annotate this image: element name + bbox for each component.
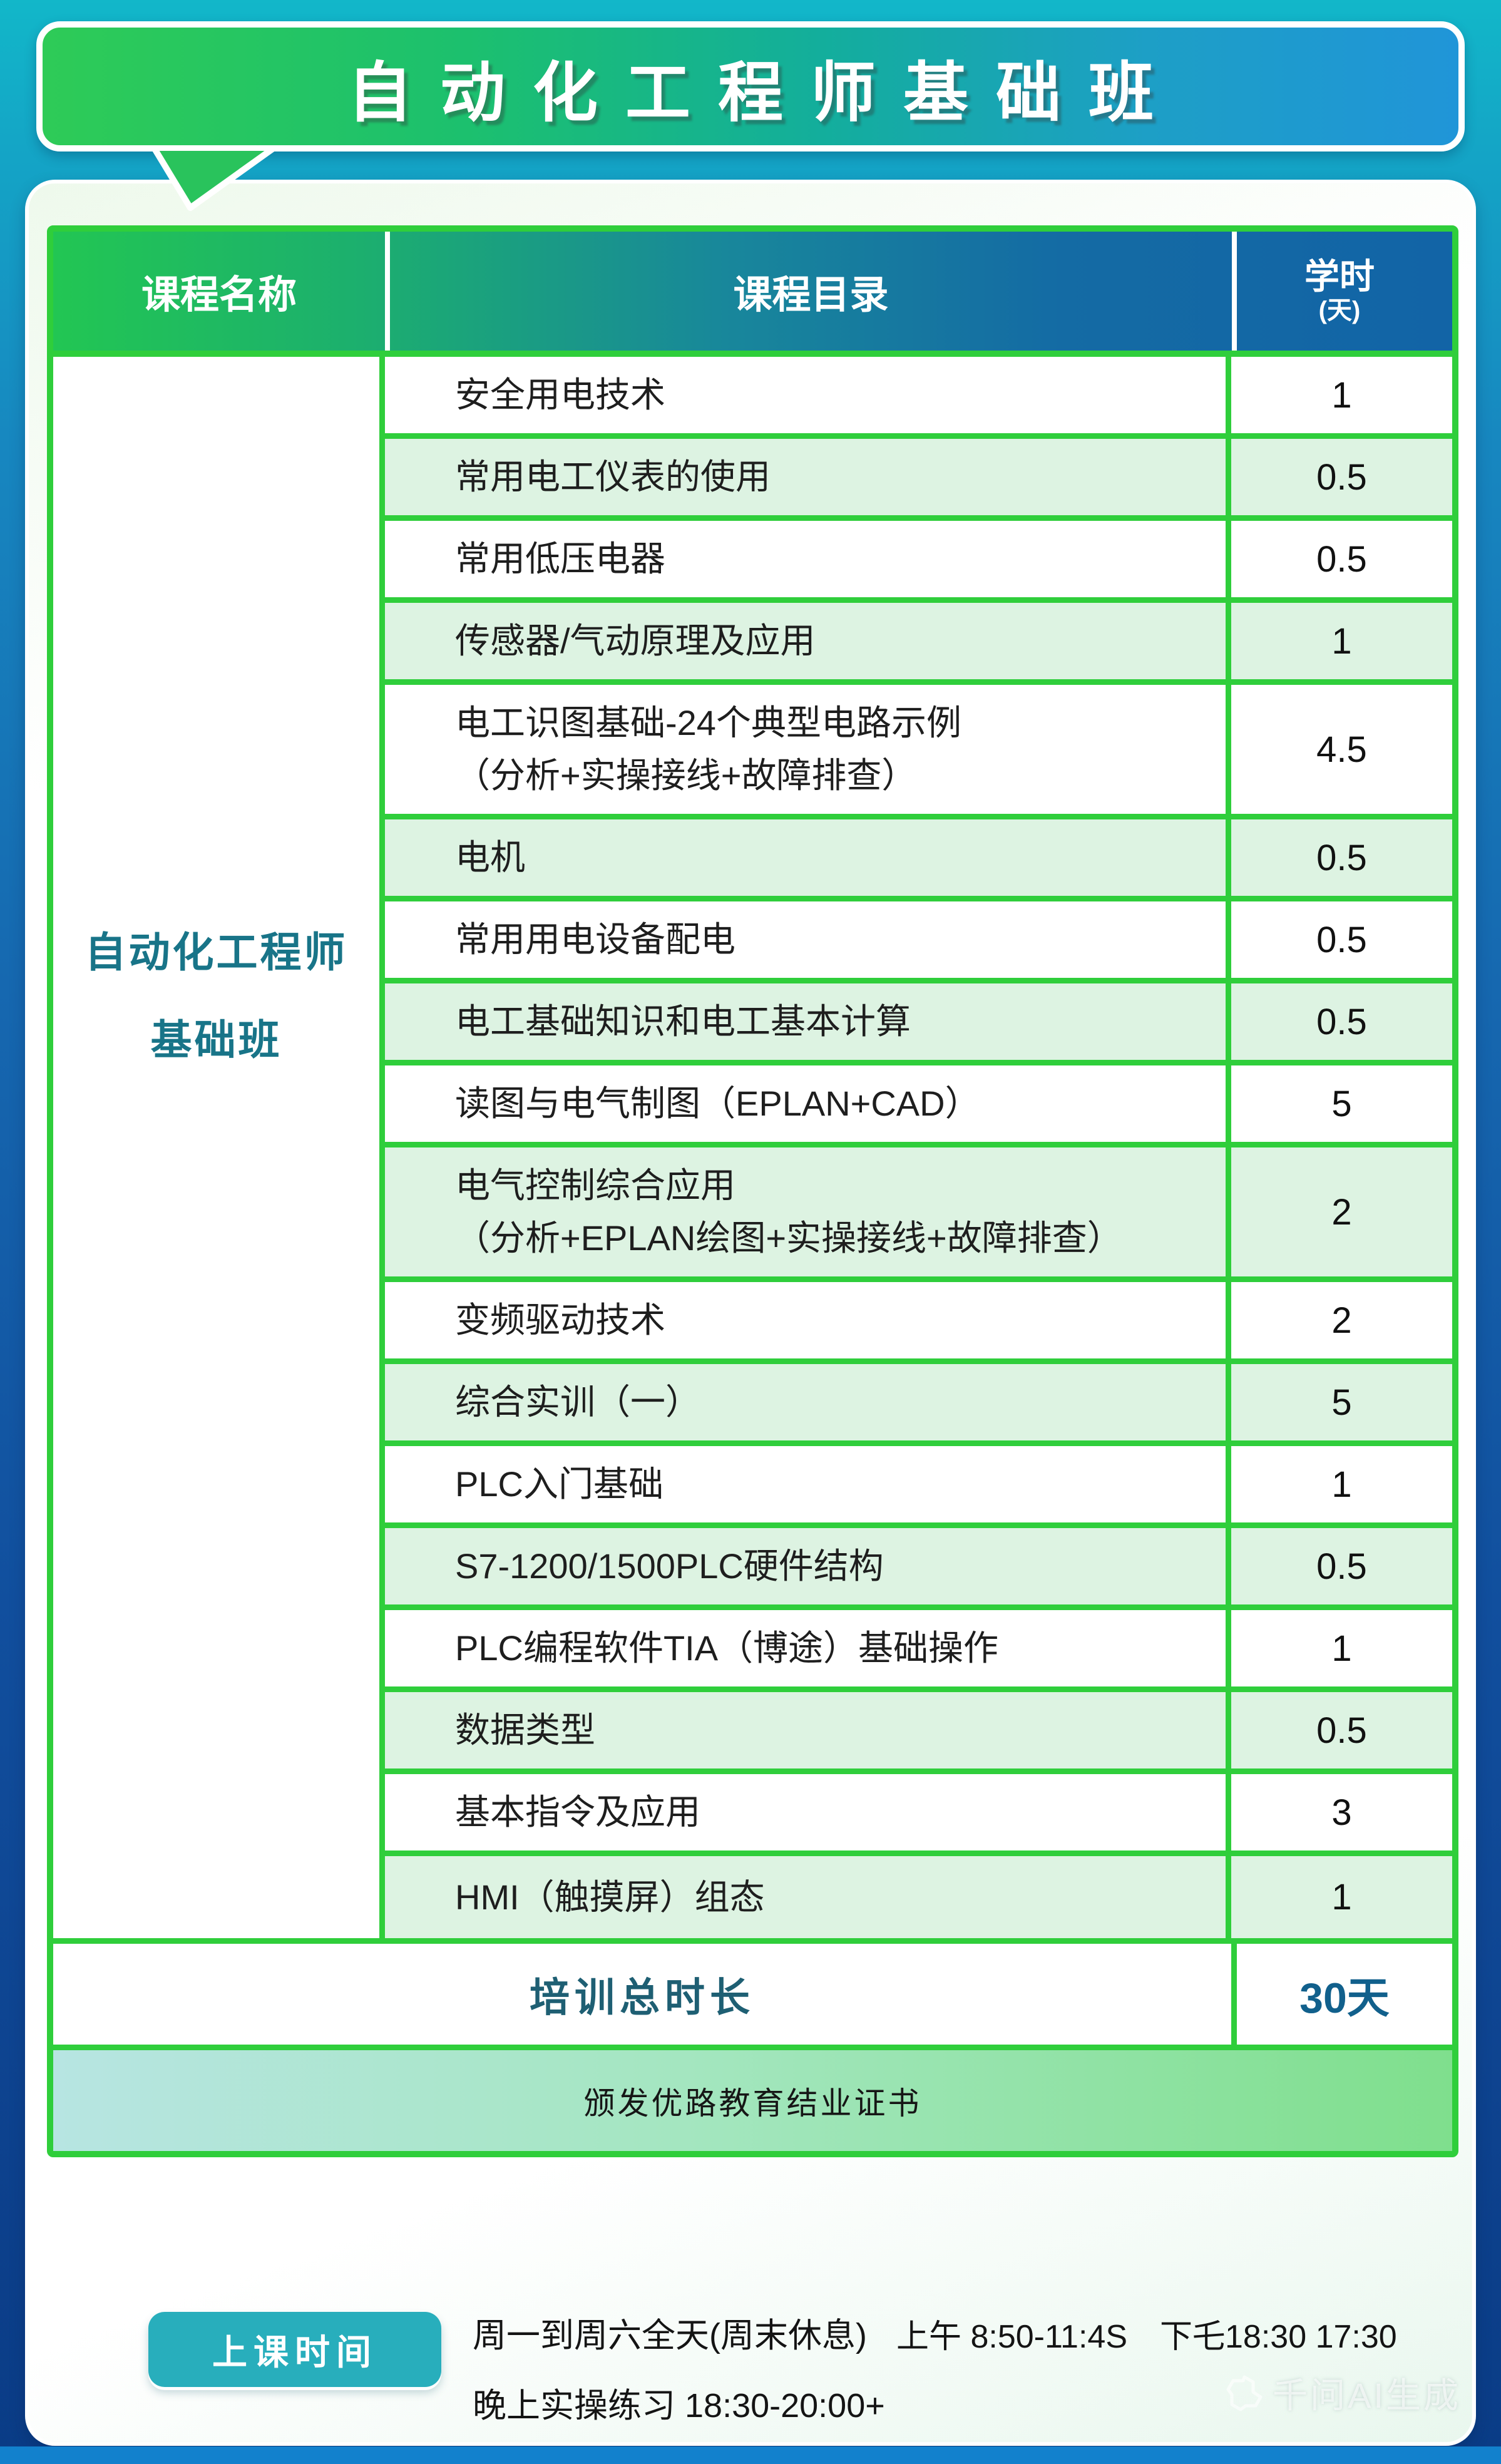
course-content: 常用电工仪表的使用 xyxy=(385,439,1231,515)
class-time-badge: 上课时间 xyxy=(148,2312,441,2387)
course-hours: 4.5 xyxy=(1316,729,1367,770)
course-content: 电气控制综合应用 （分析+EPLAN绘图+实操接线+故障排查） xyxy=(385,1147,1231,1276)
header-hours-label: 学时 xyxy=(1304,257,1375,297)
header-course-name: 课程名称 xyxy=(141,274,297,317)
course-hours: 0.5 xyxy=(1316,1546,1367,1587)
course-hours: 5 xyxy=(1331,1382,1352,1423)
total-row: 培训总时长 30天 xyxy=(53,1938,1452,2045)
total-value: 30天 xyxy=(1299,1974,1390,2022)
total-label: 培训总时长 xyxy=(53,1944,1237,2045)
course-hours: 0.5 xyxy=(1316,1001,1367,1042)
table-body: 自动化工程师 基础班 安全用电技术 1 常用电工仪表的使用 0.5 常用低压电器 0.5 传… xyxy=(53,357,1452,1938)
course-name-cell: 自动化工程师 基础班 xyxy=(53,357,385,1938)
course-hours: 2 xyxy=(1331,1300,1352,1341)
course-hours: 0.5 xyxy=(1316,456,1367,498)
title-banner: 自动化工程师基础班 xyxy=(36,21,1465,151)
course-hours: 1 xyxy=(1331,374,1352,416)
table-row: 安全用电技术 1 xyxy=(385,357,1452,439)
course-content: PLC入门基础 xyxy=(385,1446,1231,1522)
table-row: 电工识图基础-24个典型电路示例 （分析+实操接线+故障排查） 4.5 xyxy=(385,685,1452,819)
header-hours-unit: (天) xyxy=(1318,296,1361,324)
table-row: PLC编程软件TIA（博途）基础操作 1 xyxy=(385,1610,1452,1692)
banner-tail-shape xyxy=(151,146,277,211)
course-content: 读图与电气制图（EPLAN+CAD） xyxy=(385,1065,1231,1142)
course-name-line2: 基础班 xyxy=(150,1017,282,1063)
course-hours: 3 xyxy=(1331,1792,1352,1833)
course-content: 电工识图基础-24个典型电路示例 （分析+实操接线+故障排查） xyxy=(385,685,1231,814)
course-content: 基本指令及应用 xyxy=(385,1774,1231,1851)
table-row: 常用低压电器 0.5 xyxy=(385,521,1452,603)
header-hours: 学时 (天) xyxy=(1232,232,1442,351)
course-content: 变频驱动技术 xyxy=(385,1282,1231,1358)
course-content: 电工基础知识和电工基本计算 xyxy=(385,983,1231,1060)
course-content: 传感器/气动原理及应用 xyxy=(385,603,1231,679)
course-hours: 0.5 xyxy=(1316,837,1367,878)
schedule-days: 周一到周六全天(周末休息) xyxy=(473,2317,867,2354)
table-row: 读图与电气制图（EPLAN+CAD） 5 xyxy=(385,1065,1452,1147)
table-row: 常用用电设备配电 0.5 xyxy=(385,901,1452,983)
course-content: 综合实训（一） xyxy=(385,1364,1231,1440)
course-content: 电机 xyxy=(385,819,1231,896)
course-hours: 5 xyxy=(1331,1083,1352,1124)
course-hours: 0.5 xyxy=(1316,538,1367,580)
page-title: 自动化工程师基础班 xyxy=(347,56,1181,130)
course-table: 课程名称 课程目录 学时 (天) 自动化工程师 基础班 安全用电技术 1 常用电工仪… xyxy=(47,225,1458,2157)
course-content: S7-1200/1500PLC硬件结构 xyxy=(385,1528,1231,1604)
table-row: 电工基础知识和电工基本计算 0.5 xyxy=(385,983,1452,1065)
table-header-row: 课程名称 课程目录 学时 (天) xyxy=(53,232,1452,357)
course-hours: 1 xyxy=(1331,620,1352,662)
course-hours: 0.5 xyxy=(1316,1710,1367,1751)
course-content: PLC编程软件TIA（博途）基础操作 xyxy=(385,1610,1231,1686)
watermark-text: 千问AI生成 xyxy=(1273,2376,1461,2415)
schedule-evening: 晚上实操练习 18:30-20:00+ xyxy=(473,2387,885,2425)
course-content: 数据类型 xyxy=(385,1692,1231,1768)
table-row: 电气控制综合应用 （分析+EPLAN绘图+实操接线+故障排查） 2 xyxy=(385,1147,1452,1282)
table-row: PLC入门基础 1 xyxy=(385,1446,1452,1528)
bottom-strip xyxy=(0,2446,1501,2464)
table-row: 综合实训（一） 5 xyxy=(385,1364,1452,1446)
schedule-daytime: 上午 8:50-11:4S 下乇18:30 17:30 xyxy=(896,2319,1397,2355)
table-row: 基本指令及应用 3 xyxy=(385,1774,1452,1856)
table-row: HMI（触摸屏）组态 1 xyxy=(385,1856,1452,1938)
course-content: 常用用电设备配电 xyxy=(385,901,1231,978)
course-hours: 0.5 xyxy=(1316,919,1367,960)
course-hours: 1 xyxy=(1331,1464,1352,1505)
course-name-line1: 自动化工程师 xyxy=(85,929,348,975)
qwen-logo-icon xyxy=(1226,2375,1263,2411)
course-hours: 1 xyxy=(1331,1877,1352,1917)
table-row: 数据类型 0.5 xyxy=(385,1692,1452,1774)
course-content: 常用低压电器 xyxy=(385,521,1231,597)
table-row: 变频驱动技术 2 xyxy=(385,1282,1452,1364)
course-rows: 安全用电技术 1 常用电工仪表的使用 0.5 常用低压电器 0.5 传感器/气动原理及应用 1… xyxy=(385,357,1452,1938)
table-row: 电机 0.5 xyxy=(385,819,1452,901)
table-row: 常用电工仪表的使用 0.5 xyxy=(385,439,1452,521)
table-row: S7-1200/1500PLC硬件结构 0.5 xyxy=(385,1528,1452,1610)
course-hours: 2 xyxy=(1331,1191,1352,1233)
header-course-catalog: 课程目录 xyxy=(385,232,1232,351)
course-content: 安全用电技术 xyxy=(385,357,1231,433)
table-row: 传感器/气动原理及应用 1 xyxy=(385,603,1452,685)
watermark: 千问AI生成 xyxy=(1226,2368,1461,2418)
certificate-row: 颁发优路教育结业证书 xyxy=(53,2045,1452,2151)
course-content: HMI（触摸屏）组态 xyxy=(385,1856,1231,1938)
course-hours: 1 xyxy=(1331,1628,1352,1669)
